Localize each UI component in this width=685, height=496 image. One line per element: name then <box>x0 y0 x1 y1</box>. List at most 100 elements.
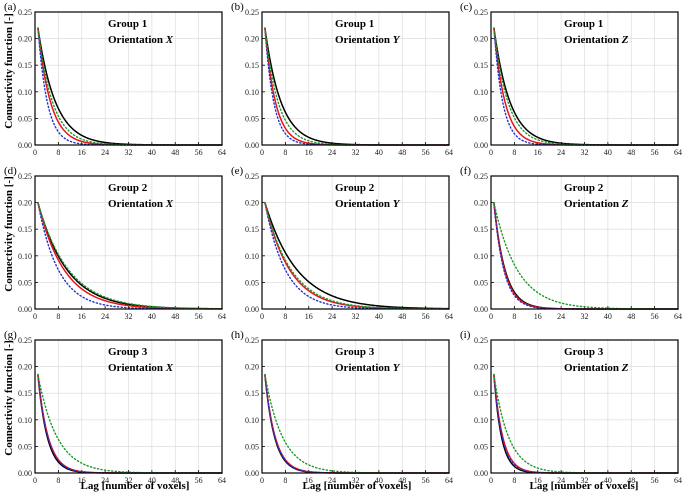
x-tick-label: 40 <box>375 312 383 321</box>
panel-orientation-title: Orientation Z <box>564 198 629 210</box>
series-model-blue <box>37 373 223 474</box>
x-tick-label: 40 <box>148 476 156 485</box>
ylabel-row-3: Connectivity function [-] <box>3 340 15 456</box>
xlabel-col-2: Lag [number of voxels] <box>303 480 412 492</box>
y-tick-label: 0.10 <box>474 252 488 261</box>
x-tick-label: 40 <box>604 148 612 157</box>
x-tick-label: 16 <box>78 312 86 321</box>
y-tick-label: 0.15 <box>474 389 488 398</box>
x-tick-label: 16 <box>534 312 542 321</box>
y-tick-label: 0.25 <box>245 336 259 345</box>
y-tick-label: 0.15 <box>18 61 32 70</box>
panel-label: (d) <box>4 165 17 177</box>
x-tick-label: 8 <box>283 148 287 157</box>
orientation-axis: X <box>165 34 174 46</box>
orientation-prefix: Orientation <box>564 198 622 210</box>
x-tick-label: 32 <box>581 476 589 485</box>
y-tick-label: 0.05 <box>18 114 32 123</box>
plot-frame <box>261 11 450 146</box>
y-tick-label: 0.20 <box>18 363 32 372</box>
orientation-prefix: Orientation <box>108 198 166 210</box>
y-tick-label: 0.10 <box>474 416 488 425</box>
panel-f: 0 8 16 24 32 40 48 56 64 0.00 0.05 0.10 0.15 0.20 0.25… <box>460 165 682 321</box>
plot-frame <box>490 339 679 474</box>
x-tick-label: 56 <box>195 476 203 485</box>
orientation-axis: Z <box>621 34 629 46</box>
y-tick-label: 0.00 <box>18 141 32 150</box>
x-tick-label: 24 <box>101 476 109 485</box>
panel-b: 0 8 16 24 32 40 48 56 64 0.00 0.05 0.10 0.15 0.20 0.25… <box>231 1 453 157</box>
x-tick-label: 24 <box>101 312 109 321</box>
y-tick-label: 0.20 <box>474 199 488 208</box>
y-tick-label: 0.25 <box>245 172 259 181</box>
y-tick-label: 0.25 <box>474 172 488 181</box>
x-tick-label: 24 <box>328 148 336 157</box>
panel-label: (h) <box>231 329 244 341</box>
y-tick-label: 0.05 <box>474 114 488 123</box>
y-tick-label: 0.20 <box>474 35 488 44</box>
orientation-axis: X <box>165 362 174 374</box>
panel-label: (g) <box>4 329 17 341</box>
x-tick-label: 40 <box>604 476 612 485</box>
x-tick-label: 64 <box>218 312 226 321</box>
x-tick-label: 56 <box>422 312 430 321</box>
panel-label: (f) <box>460 165 471 177</box>
x-tick-label: 16 <box>305 476 313 485</box>
x-tick-label: 16 <box>78 476 86 485</box>
orientation-axis: Y <box>393 34 401 46</box>
x-tick-label: 48 <box>171 148 179 157</box>
y-tick-label: 0.15 <box>474 225 488 234</box>
y-tick-label: 0.05 <box>245 442 259 451</box>
panel-g: 0 8 16 24 32 40 48 56 64 0.00 0.05 0.10 0.15 0.20 0.25… <box>4 329 226 485</box>
x-tick-label: 8 <box>512 148 516 157</box>
panel-group-title: Group 1 <box>564 18 603 30</box>
series-model-red <box>37 374 222 474</box>
y-tick-label: 0.15 <box>18 389 32 398</box>
x-tick-label: 56 <box>195 312 203 321</box>
y-tick-label: 0.05 <box>474 442 488 451</box>
x-tick-label: 64 <box>218 476 226 485</box>
plot-frame <box>34 11 223 146</box>
x-tick-label: 16 <box>305 148 313 157</box>
panel-c: 0 8 16 24 32 40 48 56 64 0.00 0.05 0.10 0.15 0.20 0.25… <box>460 1 682 157</box>
panel-orientation-title: Orientation Z <box>564 34 629 46</box>
x-tick-label: 0 <box>33 312 37 321</box>
x-tick-label: 32 <box>125 476 133 485</box>
series-model-red <box>264 374 449 474</box>
x-tick-label: 32 <box>125 148 133 157</box>
panel-a: 0 8 16 24 32 40 48 56 64 0.00 0.05 0.10 0.15 0.20 0.25… <box>4 1 226 157</box>
panel-group-title: Group 1 <box>335 18 374 30</box>
xlabel-col-1: Lag [number of voxels] <box>81 480 190 492</box>
y-tick-label: 0.00 <box>245 469 259 478</box>
panel-orientation-title: Orientation Z <box>564 362 629 374</box>
y-tick-label: 0.00 <box>474 141 488 150</box>
panel-orientation-title: Orientation X <box>108 362 174 374</box>
x-tick-label: 8 <box>56 148 60 157</box>
y-tick-label: 0.10 <box>245 416 259 425</box>
x-tick-label: 48 <box>627 148 635 157</box>
x-tick-label: 40 <box>375 148 383 157</box>
panel-orientation-title: Orientation Y <box>335 34 401 46</box>
panel-group-title: Group 2 <box>335 182 375 194</box>
y-tick-label: 0.25 <box>245 8 259 17</box>
y-tick-label: 0.00 <box>474 469 488 478</box>
y-tick-label: 0.05 <box>18 278 32 287</box>
x-tick-label: 56 <box>422 148 430 157</box>
x-tick-label: 64 <box>445 312 453 321</box>
y-tick-label: 0.05 <box>245 114 259 123</box>
x-tick-label: 8 <box>512 476 516 485</box>
xlabel-col-3: Lag [number of voxels] <box>530 480 639 492</box>
panel-group-title: Group 3 <box>564 346 604 358</box>
series-measured <box>493 374 678 474</box>
panel-orientation-title: Orientation Y <box>335 198 401 210</box>
x-tick-label: 32 <box>581 148 589 157</box>
x-tick-label: 8 <box>283 476 287 485</box>
x-tick-label: 16 <box>534 148 542 157</box>
x-tick-label: 0 <box>33 476 37 485</box>
x-tick-label: 64 <box>445 148 453 157</box>
plot-frame <box>34 339 223 474</box>
y-tick-label: 0.00 <box>245 141 259 150</box>
y-tick-label: 0.15 <box>18 225 32 234</box>
x-tick-label: 16 <box>534 476 542 485</box>
x-tick-label: 24 <box>101 148 109 157</box>
